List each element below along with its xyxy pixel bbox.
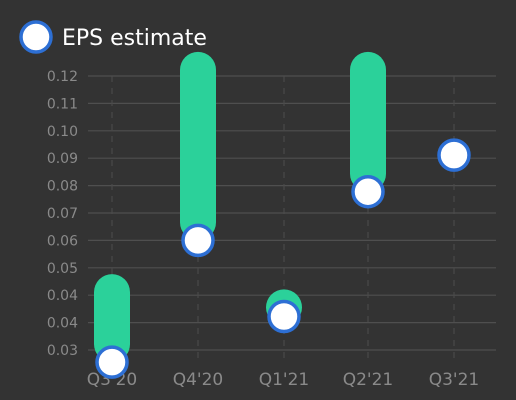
x-tick-label: Q3'21: [429, 370, 480, 390]
estimate-marker: [95, 345, 129, 379]
y-tick-label: 0.10: [47, 124, 78, 140]
legend[interactable]: EPS estimate: [19, 20, 207, 54]
y-tick-label: 0.05: [47, 261, 78, 277]
estimate-marker: [267, 299, 301, 334]
range-bar: [180, 51, 216, 241]
legend-marker: [19, 20, 53, 54]
legend-label: EPS estimate: [62, 26, 207, 51]
y-tick-label: 0.09: [47, 151, 78, 167]
y-tick-label: 0.11: [47, 96, 78, 112]
range-bar: [350, 51, 386, 192]
x-tick-label: Q2'21: [343, 370, 394, 390]
y-tick-label: 0.04: [47, 288, 78, 304]
y-tick-label: 0.07: [47, 206, 78, 222]
x-axis-ticks: Q3'20 Q4'20 Q1'21 Q2'21 Q3'21: [87, 370, 480, 390]
y-tick-label: 0.06: [47, 233, 78, 249]
estimate-marker: [181, 223, 215, 258]
range-bar: [94, 274, 130, 363]
y-tick-label: 0.08: [47, 179, 78, 195]
y-tick-label: 0.03: [47, 343, 78, 359]
estimate-marker: [437, 138, 471, 172]
x-tick-label: Q3'20: [87, 370, 138, 390]
estimate-marker: [351, 174, 385, 209]
y-tick-label: 0.12: [47, 69, 78, 85]
estimate-markers: [95, 138, 471, 379]
x-tick-label: Q4'20: [173, 370, 224, 390]
y-axis-ticks: 0.03 0.04 0.04 0.05 0.06 0.07 0.08 0.09 0.10 0.11…: [47, 69, 78, 359]
x-tick-label: Q1'21: [259, 370, 310, 390]
grid-lines: [88, 75, 496, 351]
range-bars: [94, 51, 386, 363]
y-tick-label: 0.04: [47, 316, 78, 332]
